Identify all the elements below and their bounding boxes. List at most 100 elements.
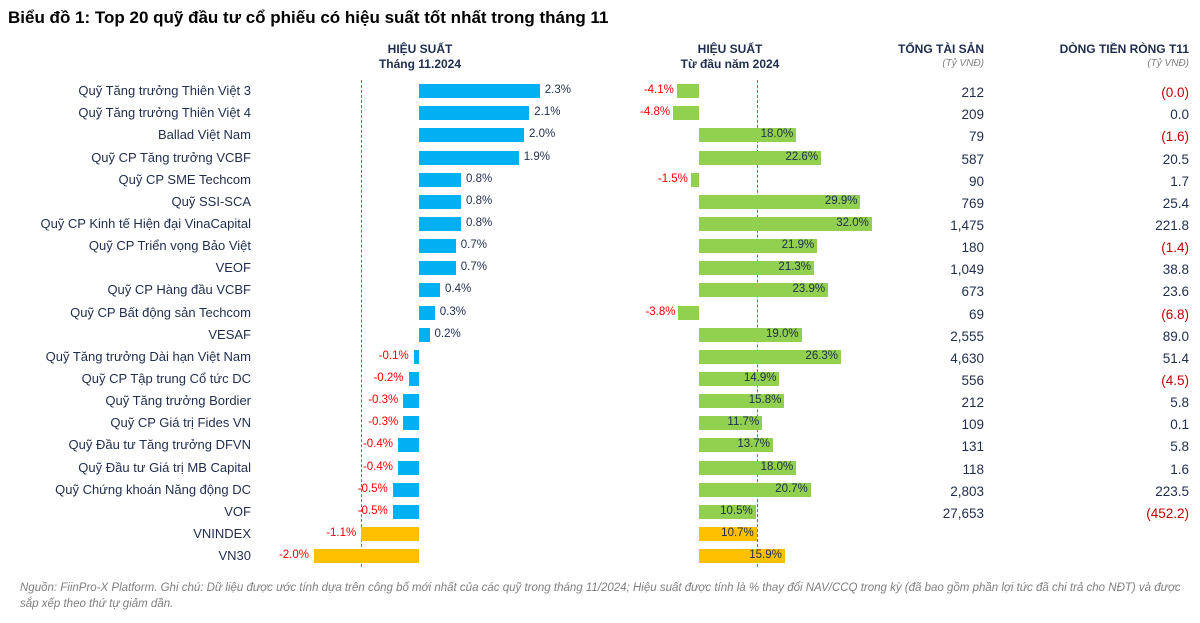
net-flow-value: 51.4 [1162,350,1189,366]
bar-month [419,194,461,209]
total-assets-value: 118 [962,461,984,477]
net-flow-value: 89.0 [1162,328,1189,344]
net-flow-value: 38.8 [1162,262,1189,278]
fund-label: Quỹ Chứng khoán Năng động DC [55,481,251,497]
bar-month-label: 0.8% [466,216,493,229]
bar-ytd-label: 26.3% [805,349,839,362]
total-assets-value: 587 [961,151,984,167]
bar-ytd [699,239,818,254]
fund-label: Quỹ CP Bất động sản Techcom [70,304,251,320]
fund-label: Quỹ Tăng trưởng Dài hạn Việt Nam [45,348,251,364]
net-flow-value: 5.8 [1170,439,1189,455]
bar-month [398,438,419,453]
header-perf-month-line1: HIỆU SUẤT [387,42,453,56]
fund-label: Ballad Việt Nam [158,127,251,143]
total-assets-value: 212 [961,85,984,101]
header-flow: DÒNG TIỀN RÒNG T11 [1059,42,1189,56]
total-assets-value: 79 [968,129,984,145]
bar-ytd-label: 18.0% [760,460,794,473]
chart-title: Biểu đồ 1: Top 20 quỹ đầu tư cổ phiếu có… [8,8,609,27]
net-flow-value: 1.7 [1170,173,1189,189]
bar-month [419,106,530,121]
bar-ytd [699,194,861,209]
fund-label: Quỹ CP SME Techcom [118,171,251,187]
net-flow-value: 0.1 [1170,417,1189,433]
bar-month-label: 0.7% [460,239,487,252]
bar-month [413,349,419,364]
bar-month [361,527,419,542]
total-assets-value: 1,475 [950,217,984,233]
net-flow-value: (452.2) [1146,505,1189,521]
bar-ytd [699,349,842,364]
bar-ytd-label: 10.7% [721,527,754,540]
total-assets-value: 109 [961,417,984,433]
bar-month-label: -0.4% [362,438,393,451]
bar-ytd-label: 29.9% [824,194,858,207]
bar-ytd [699,482,811,497]
bar-month-label: -0.3% [368,394,399,407]
bar-ytd [699,460,797,475]
bar-ytd-label: 20.7% [775,482,808,495]
bar-month-label: 0.8% [466,172,493,185]
bar-month-label: -0.3% [368,416,399,429]
total-assets-value: 131 [961,439,984,455]
bar-ytd-label: -1.5% [657,172,688,185]
fund-label: Quỹ Tăng trưởng Thiên Việt 3 [78,83,251,99]
footnote: Nguồn: FiinPro-X Platform. Ghi chú: Dữ l… [20,582,1181,610]
bar-ytd-label: 11.7% [727,416,760,429]
total-assets-value: 769 [961,195,984,211]
bar-month [419,128,524,143]
total-assets-value: 2,555 [950,328,984,344]
bar-ytd-label: 10.5% [720,504,753,517]
bar-month-label: 0.4% [445,283,472,296]
net-flow-value: (6.8) [1161,306,1189,322]
total-assets-value: 556 [961,373,984,389]
bar-ytd-label: -4.8% [640,106,671,119]
bar-month [419,283,440,298]
bar-ytd [699,327,802,342]
total-assets-value: 209 [961,107,984,123]
header-perf-month-line2: Tháng 11.2024 [378,57,462,71]
bar-ytd-label: -3.8% [645,305,676,318]
total-assets-value: 4,630 [950,350,984,366]
bar-month [419,172,461,187]
bar-month-label: -0.5% [357,482,388,495]
bar-month-label: 1.9% [523,150,550,163]
total-assets-value: 180 [961,240,984,256]
fund-label: VEOF [215,260,251,276]
bar-ytd-label: 22.6% [785,150,819,163]
bar-month-label: 2.1% [534,106,561,119]
header-flow-unit: (Tỷ VNĐ) [1147,58,1189,69]
fund-label: Quỹ SSI-SCA [171,193,251,209]
ref-line-month [361,80,363,568]
bar-ytd [699,549,785,564]
bar-ytd-label: 18.0% [760,128,794,141]
bar-month [398,460,419,475]
bar-month [392,504,419,519]
net-flow-value: 23.6 [1162,284,1189,300]
fund-label: Quỹ CP Giá trị Fides VN [110,415,251,431]
bar-ytd [673,106,699,121]
header-assets: TỔNG TÀI SẢN [898,42,984,56]
net-flow-value: 1.6 [1170,461,1189,477]
bar-ytd [699,216,872,231]
bar-ytd [699,504,756,519]
total-assets-value: 90 [968,173,984,189]
bar-ytd [699,128,797,143]
bar-ytd [699,261,815,276]
bar-month-label: 0.3% [439,305,466,318]
ref-line-ytd [756,80,758,568]
bar-ytd-label: 21.3% [778,261,812,274]
bar-ytd-label: 13.7% [737,438,770,451]
bar-ytd-label: 21.9% [781,239,815,252]
bar-ytd-label: 14.9% [743,372,777,385]
net-flow-value: (4.5) [1161,373,1189,389]
header-assets-unit: (Tỷ VNĐ) [942,58,984,69]
header-perf-month: HIỆU SUẤT Tháng 11.2024 [350,42,490,72]
bar-ytd [699,416,763,431]
bar-month-label: -0.1% [378,349,409,362]
bar-month [419,239,456,254]
fund-label: Quỹ CP Triển vọng Bảo Việt [88,238,251,254]
fund-label: Quỹ CP Tập trung Cổ tức DC [81,371,251,387]
net-flow-value: 221.8 [1155,217,1189,233]
